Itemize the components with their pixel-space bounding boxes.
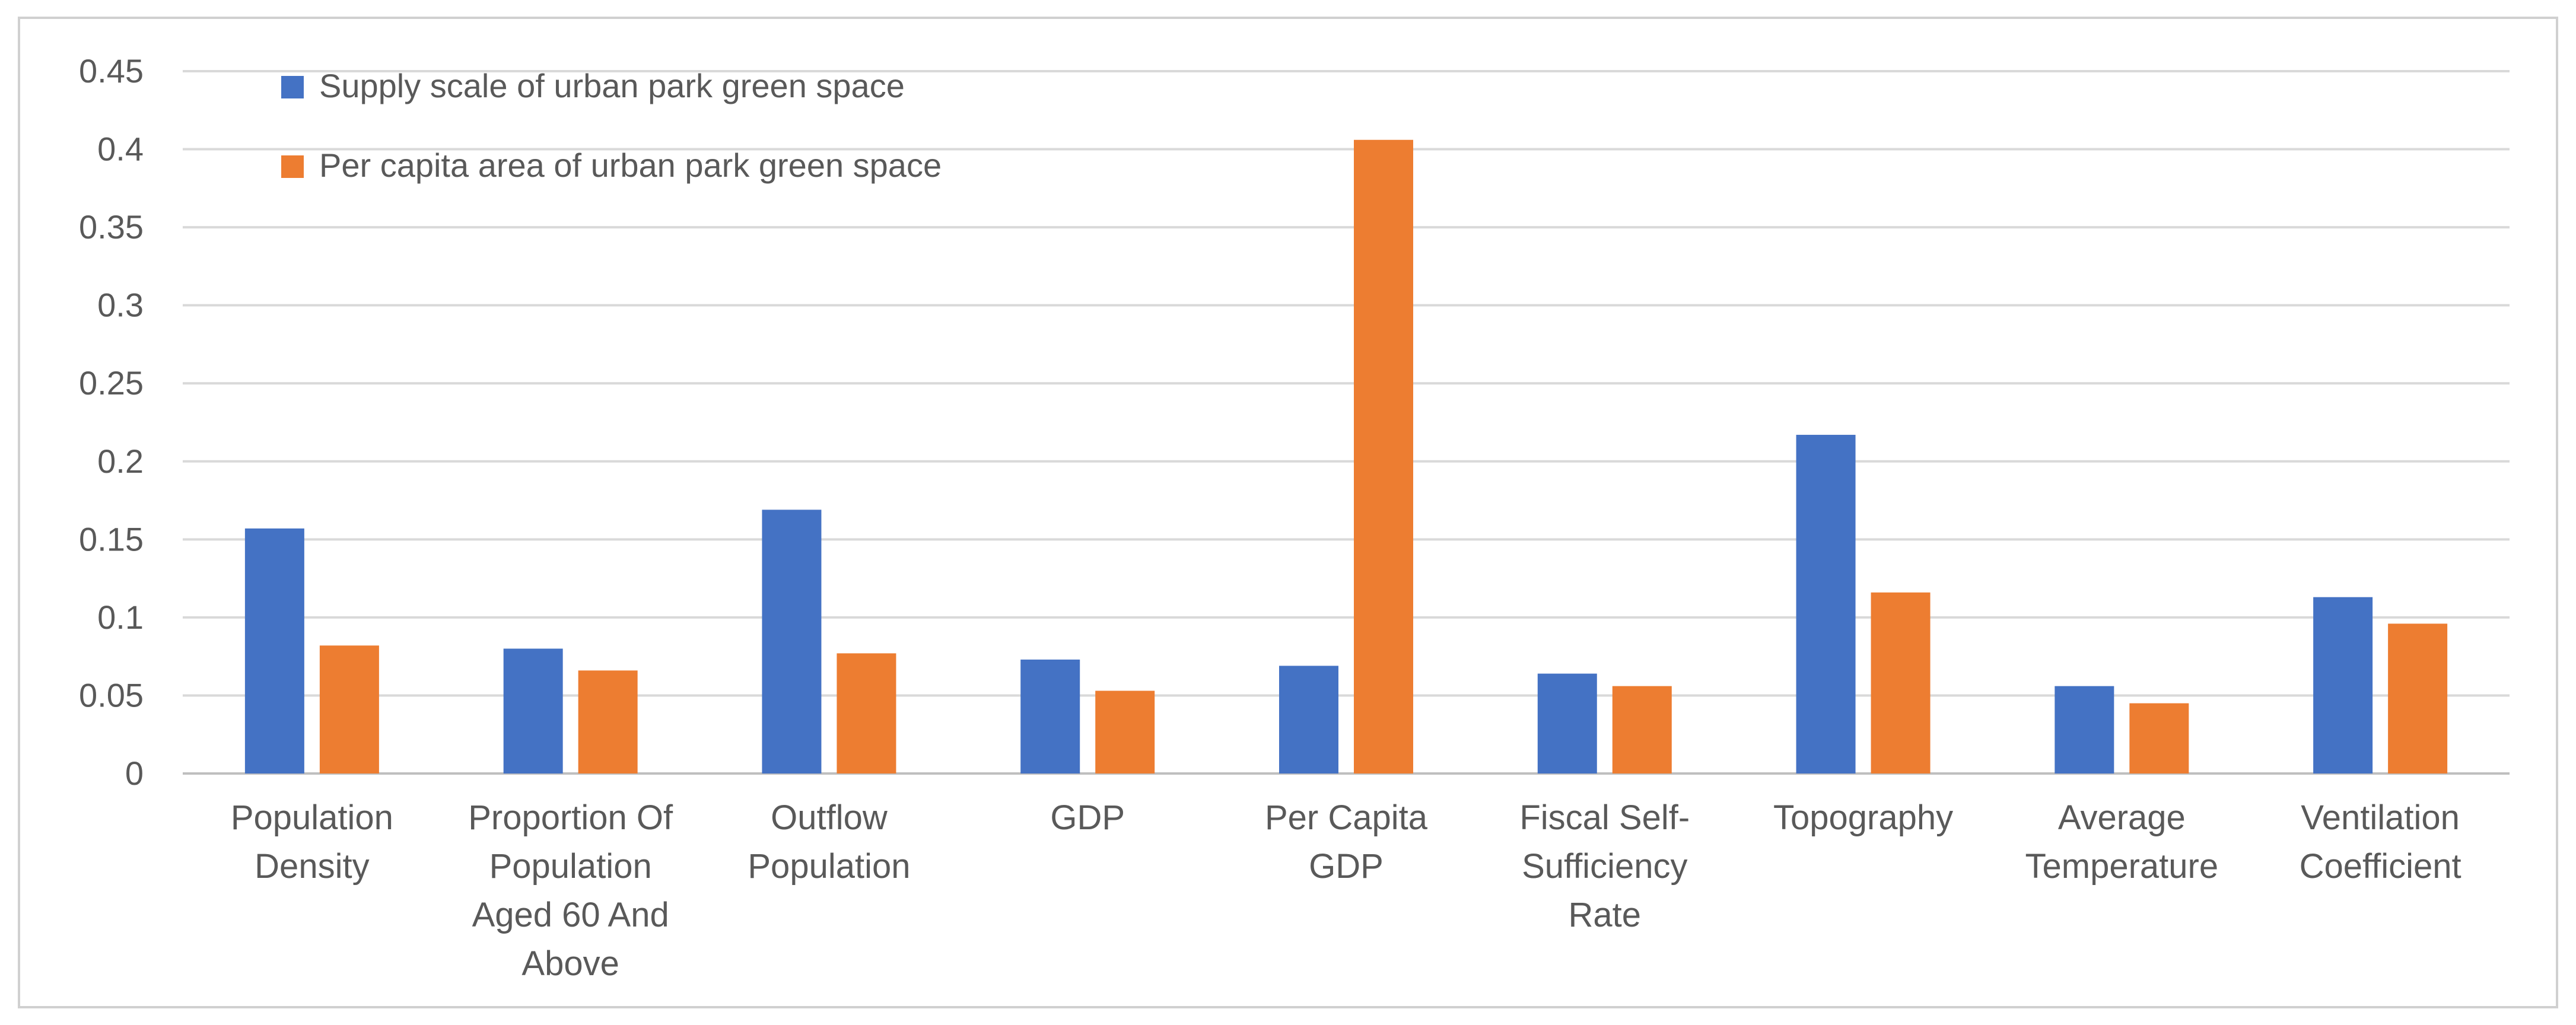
legend-swatch xyxy=(281,76,304,98)
legend-label: Per capita area of urban park green spac… xyxy=(319,147,942,184)
x-category-label: Outflow Population xyxy=(748,798,910,886)
bar-per-capita-area xyxy=(2388,623,2448,773)
bar-supply-scale xyxy=(1020,659,1080,773)
x-category-label: Ventilation Coefficient xyxy=(2300,798,2461,886)
y-tick-label: 0.3 xyxy=(97,287,144,324)
bars xyxy=(244,139,2448,773)
bar-supply-scale xyxy=(2313,597,2373,773)
gridlines xyxy=(183,70,2510,775)
bar-chart: 0 0.05 0.1 0.15 0.2 0.25 0.3 0.35 0.4 0.45 Popula… xyxy=(79,52,2510,983)
y-tick-label: 0 xyxy=(125,755,144,792)
x-category-label: Average Temperature xyxy=(2025,798,2219,886)
x-axis-categories: Population Density Proportion Of Population… xyxy=(231,798,2461,983)
legend-swatch xyxy=(281,155,304,178)
x-category-label: Topography xyxy=(1773,798,1953,837)
y-axis-ticks: 0 0.05 0.1 0.15 0.2 0.25 0.3 0.35 0.4 0.45 xyxy=(79,52,144,792)
bar-supply-scale xyxy=(2055,686,2114,773)
x-category-label: Fiscal Self-Sufficiency Rate xyxy=(1519,798,1690,934)
bar-supply-scale xyxy=(244,528,304,773)
bar-supply-scale xyxy=(503,648,563,773)
bar-supply-scale xyxy=(762,510,822,773)
bar-per-capita-area xyxy=(837,653,896,773)
bar-supply-scale xyxy=(1537,673,1597,773)
bar-per-capita-area xyxy=(1871,592,1931,773)
bar-supply-scale xyxy=(1279,666,1338,773)
bar-per-capita-area xyxy=(2129,703,2189,773)
y-tick-label: 0.2 xyxy=(97,443,144,480)
x-category-label: Proportion Of Population Aged 60 And Above xyxy=(468,798,673,983)
y-tick-label: 0.05 xyxy=(79,676,144,714)
y-tick-label: 0.4 xyxy=(97,130,144,168)
x-category-label: Population Density xyxy=(231,798,393,886)
bar-per-capita-area xyxy=(1095,690,1155,773)
bar-per-capita-area xyxy=(1354,139,1413,773)
legend-label: Supply scale of urban park green space xyxy=(319,67,905,104)
y-tick-label: 0.1 xyxy=(97,599,144,636)
bar-per-capita-area xyxy=(1612,686,1672,773)
y-tick-label: 0.35 xyxy=(79,208,144,246)
y-tick-label: 0.15 xyxy=(79,520,144,558)
x-category-label: GDP xyxy=(1050,798,1125,837)
bar-per-capita-area xyxy=(578,670,638,773)
bar-per-capita-area xyxy=(319,645,379,773)
chart-frame: 0 0.05 0.1 0.15 0.2 0.25 0.3 0.35 0.4 0.45 Popula… xyxy=(18,17,2558,1008)
x-category-label: Per Capita GDP xyxy=(1265,798,1428,886)
bar-supply-scale xyxy=(1796,435,1856,773)
legend: Supply scale of urban park green space Pe… xyxy=(281,67,942,184)
y-tick-label: 0.25 xyxy=(79,364,144,402)
y-tick-label: 0.45 xyxy=(79,52,144,90)
